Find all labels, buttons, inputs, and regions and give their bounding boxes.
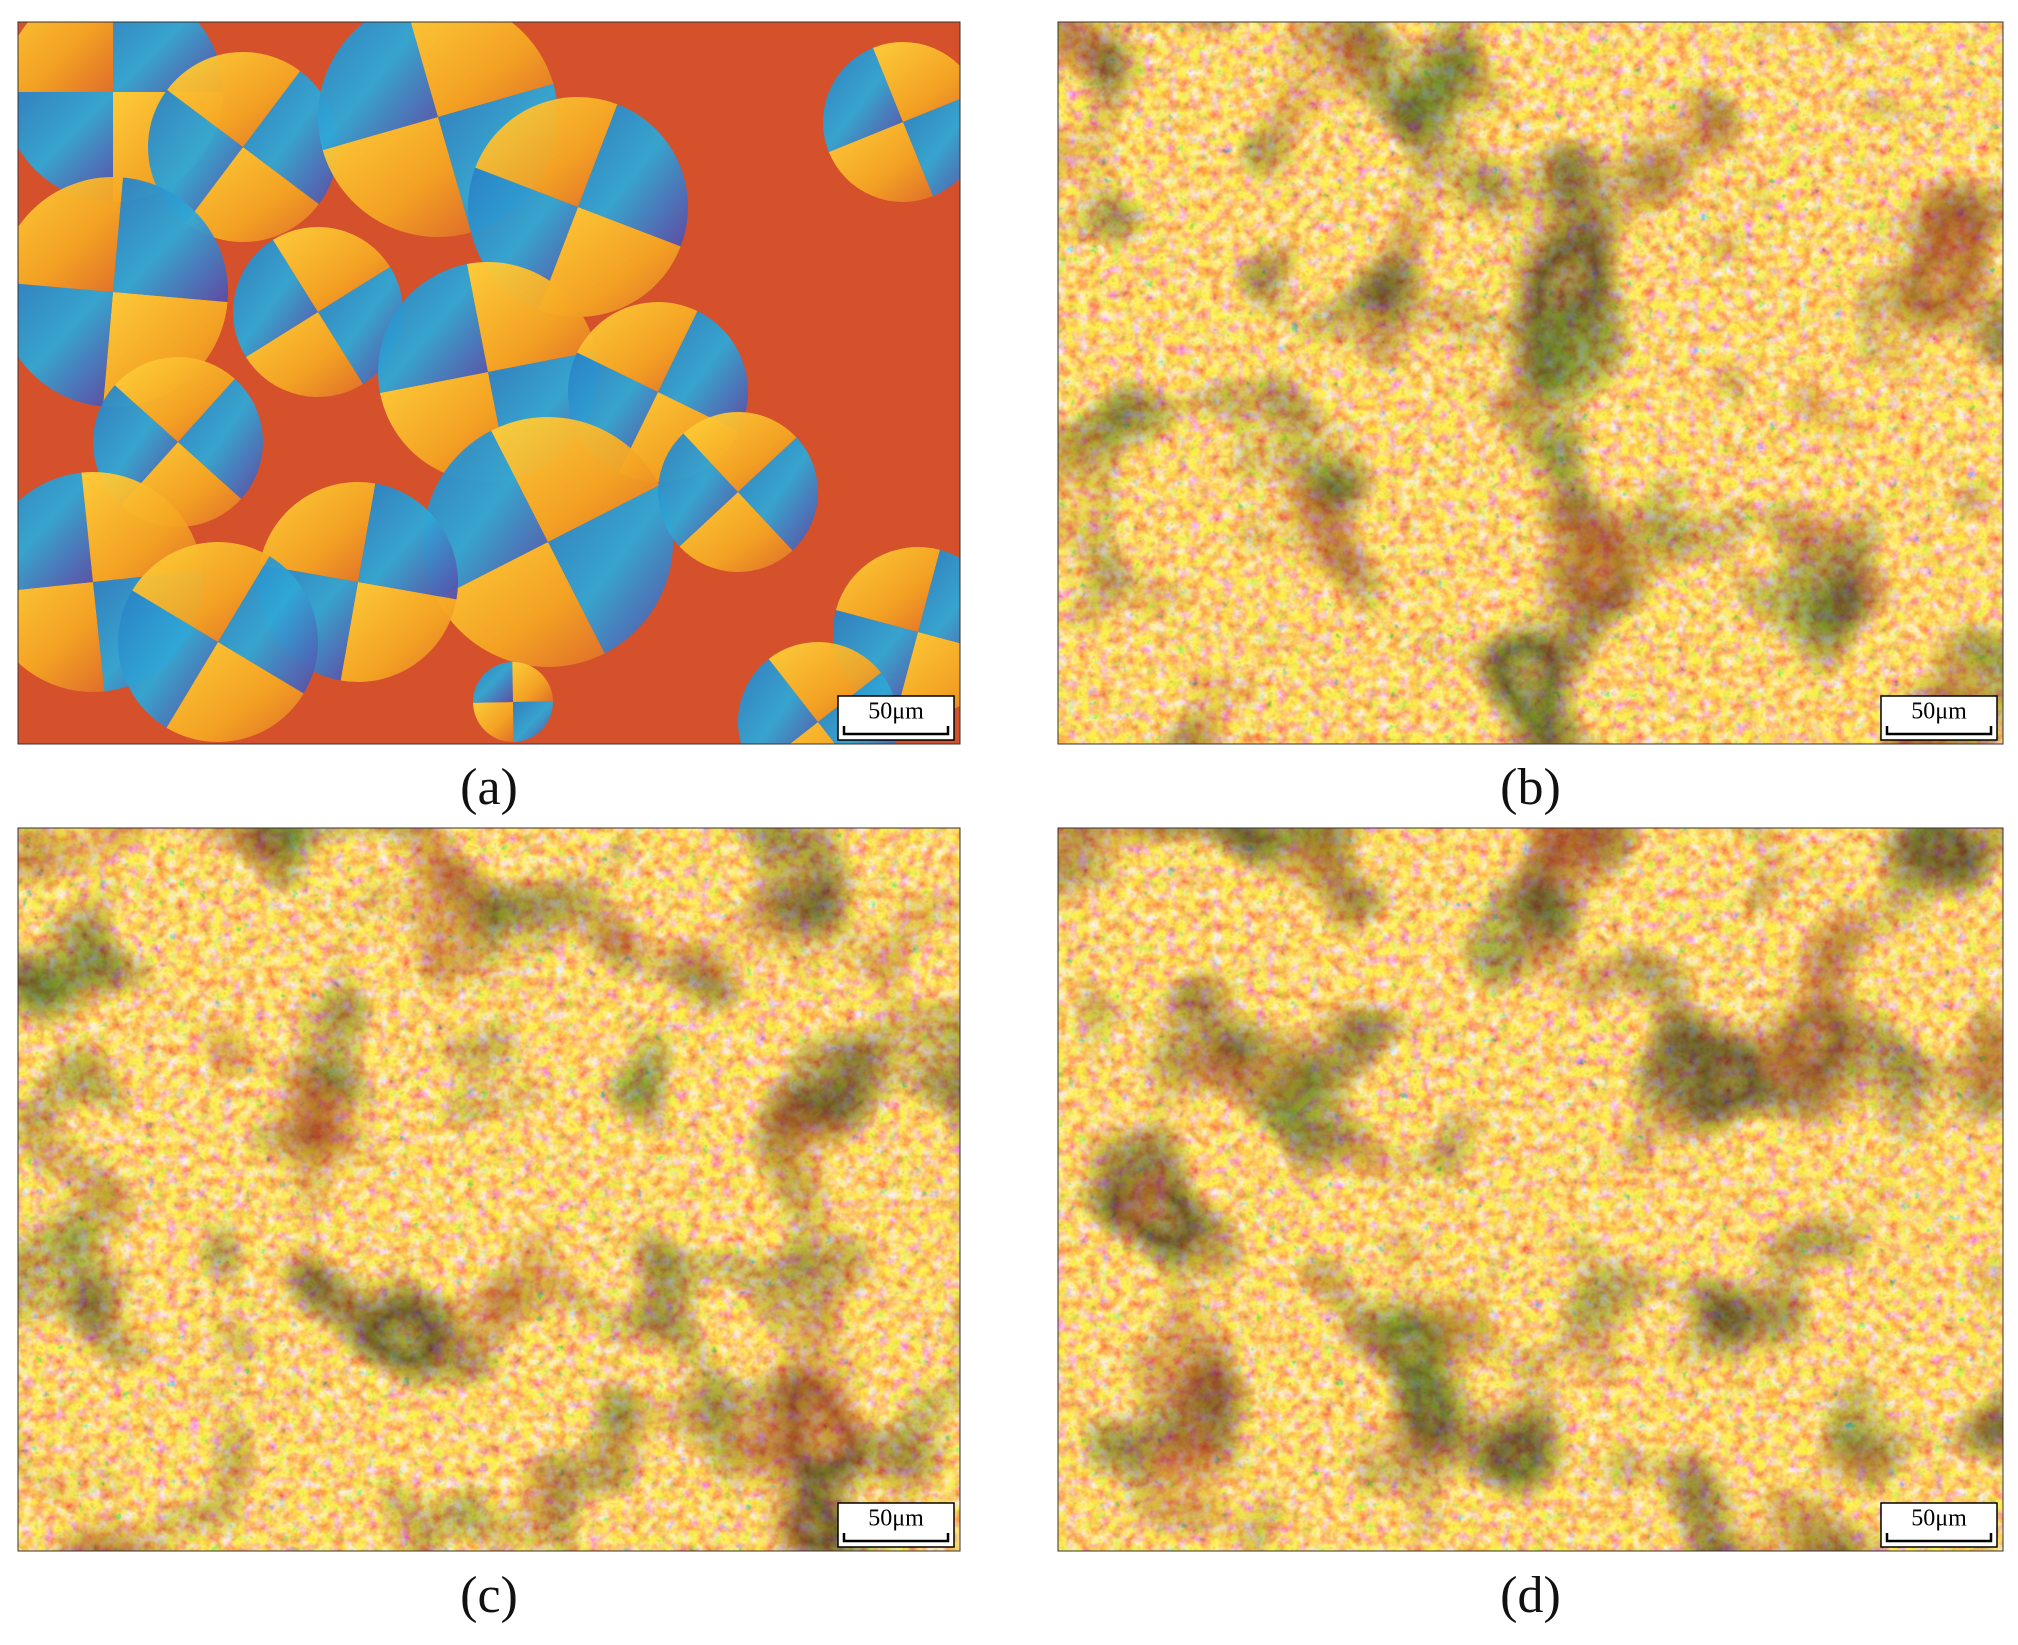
spherulite-sector bbox=[823, 47, 903, 152]
spherulite-sector bbox=[18, 92, 113, 202]
spherulite-sector bbox=[538, 207, 681, 317]
spherulite-sector bbox=[18, 22, 113, 92]
micrograph bbox=[18, 22, 960, 744]
scale-bar-label: 50μm bbox=[1911, 699, 1967, 725]
shade bbox=[1058, 22, 2003, 744]
spherulite-sector bbox=[167, 51, 301, 147]
spherulite-sector bbox=[768, 642, 882, 722]
panel-label: (d) bbox=[1500, 1567, 1561, 1624]
scale-bar-label: 50μm bbox=[868, 699, 924, 725]
spherulite-sector bbox=[114, 357, 235, 442]
spherulite-sector bbox=[577, 302, 698, 392]
spherulite-sector bbox=[903, 98, 960, 197]
spherulite-sector bbox=[475, 97, 618, 207]
spherulite-sector bbox=[185, 147, 319, 242]
spherulite-sector bbox=[512, 662, 553, 702]
spherulite-sector bbox=[473, 662, 513, 703]
spherulite-sector bbox=[148, 89, 243, 223]
micrograph-panel: 50μm (d) bbox=[1057, 827, 2004, 1624]
spherulite-sector bbox=[358, 483, 459, 600]
spherulite-sector bbox=[410, 22, 554, 117]
spherulite-sector bbox=[377, 264, 488, 393]
spherulite-sector bbox=[548, 485, 673, 654]
micrograph-panel: 50μm (b) bbox=[1057, 21, 2004, 816]
spherulite-sector bbox=[679, 492, 793, 572]
frame bbox=[17, 21, 961, 745]
scale-bar bbox=[842, 1533, 950, 1543]
spherulite-sector bbox=[738, 658, 818, 744]
frame bbox=[1057, 21, 2004, 745]
scale-bar-label: 50μm bbox=[868, 1506, 924, 1532]
scale-bar bbox=[1885, 726, 1993, 736]
shade bbox=[1058, 828, 2003, 1551]
spherulite-sector bbox=[18, 472, 93, 590]
spherulite-sector bbox=[473, 702, 514, 742]
spherulite-sector bbox=[18, 283, 113, 407]
spherulite-sector bbox=[828, 122, 933, 202]
spherulite-sector bbox=[578, 104, 688, 247]
shade bbox=[18, 828, 960, 1551]
spherulite-sector bbox=[117, 590, 218, 728]
spherulite-sector bbox=[738, 437, 818, 551]
spherulite-sector bbox=[18, 582, 105, 692]
micrograph bbox=[1058, 828, 2003, 1551]
micrograph bbox=[18, 828, 960, 1551]
scale-box bbox=[837, 1502, 955, 1548]
spherulite-sector bbox=[218, 556, 319, 694]
spherulite-sector bbox=[658, 433, 738, 547]
spherulite-sector bbox=[113, 177, 228, 303]
micrograph-panel: 50μm (a) bbox=[17, 21, 961, 816]
frame bbox=[1057, 827, 2004, 1552]
panel-label: (a) bbox=[460, 759, 518, 816]
spherulite-sector bbox=[789, 722, 836, 744]
spherulite-sector bbox=[658, 311, 749, 432]
scale-bar-label: 50μm bbox=[1911, 1506, 1967, 1532]
spherulite-sector bbox=[873, 42, 960, 122]
frame bbox=[17, 827, 961, 1552]
spherulite-sector bbox=[132, 542, 270, 642]
spherulite-sector bbox=[322, 117, 472, 238]
spherulite-sector bbox=[918, 549, 960, 644]
spherulite-sector bbox=[318, 22, 438, 151]
spherulite-sector bbox=[232, 239, 318, 358]
scale-bar bbox=[1885, 1533, 1993, 1543]
micrograph bbox=[1058, 22, 2003, 744]
scale-box bbox=[1880, 1502, 1998, 1548]
spherulite-sector bbox=[243, 71, 338, 205]
panel-label: (b) bbox=[1500, 759, 1561, 816]
spherulite-sector bbox=[491, 417, 660, 542]
spherulite-sector bbox=[467, 262, 596, 372]
spherulite-sector bbox=[683, 412, 797, 492]
spherulite-sector bbox=[18, 177, 124, 292]
spherulite-sector bbox=[259, 482, 376, 582]
scale-bar bbox=[842, 726, 950, 736]
spherulite-sector bbox=[340, 582, 457, 682]
spherulite-sector bbox=[272, 227, 391, 312]
spherulite-sector bbox=[166, 642, 304, 742]
scale-box bbox=[1880, 695, 1998, 741]
spherulite-sector bbox=[178, 378, 263, 499]
spherulite-sector bbox=[436, 542, 605, 667]
spherulite-sector bbox=[245, 312, 364, 397]
panel-label: (c) bbox=[460, 1567, 518, 1624]
spherulite-sector bbox=[513, 701, 553, 742]
micrograph-panel: 50μm (c) bbox=[17, 827, 961, 1624]
spherulite-sector bbox=[835, 547, 940, 632]
scale-box bbox=[837, 695, 955, 741]
